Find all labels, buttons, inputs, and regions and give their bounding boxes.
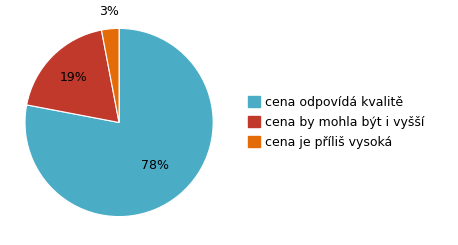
Text: 19%: 19%: [60, 71, 88, 84]
Wedge shape: [27, 30, 119, 122]
Wedge shape: [102, 28, 119, 122]
Text: 78%: 78%: [141, 159, 169, 172]
Legend: cena odpovídá kvalitě, cena by mohla být i vyšší, cena je příliš vysoká: cena odpovídá kvalitě, cena by mohla být…: [248, 96, 425, 149]
Text: 3%: 3%: [98, 5, 119, 18]
Wedge shape: [25, 28, 213, 217]
